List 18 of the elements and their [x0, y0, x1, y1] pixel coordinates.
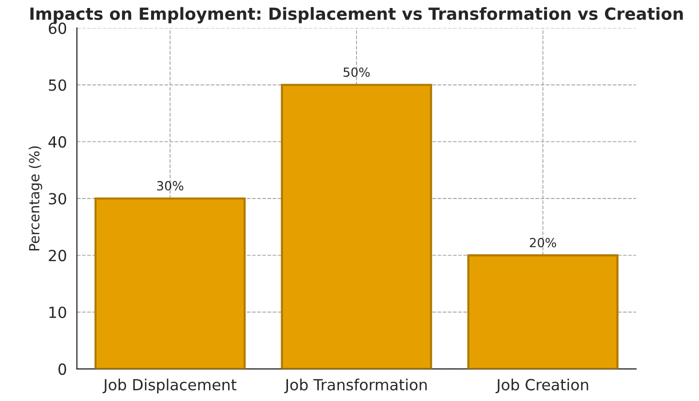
data-label: 50% [344, 67, 370, 77]
y-tick-label: 50 [48, 79, 66, 91]
y-tick-label: 40 [48, 136, 66, 148]
y-tick-label: 30 [48, 192, 66, 205]
x-tick-label: Job Creation [496, 378, 588, 394]
y-axis-title: Percentage (%) [28, 146, 42, 250]
data-label: 30% [157, 181, 184, 191]
bar [467, 254, 618, 369]
data-label: 20% [530, 238, 556, 248]
bar [280, 84, 432, 369]
y-tick-label: 10 [49, 306, 66, 318]
chart-title: Impacts on Employment: Displacement vs Transformation vs Creation [30, 7, 683, 24]
x-tick-label: Job Transformation [284, 378, 427, 394]
y-tick-label: 0 [58, 363, 66, 375]
bar [94, 197, 246, 369]
y-tick-label: 20 [48, 250, 66, 262]
x-tick-label: Job Displacement [102, 378, 236, 394]
y-tick-label: 60 [48, 22, 66, 34]
